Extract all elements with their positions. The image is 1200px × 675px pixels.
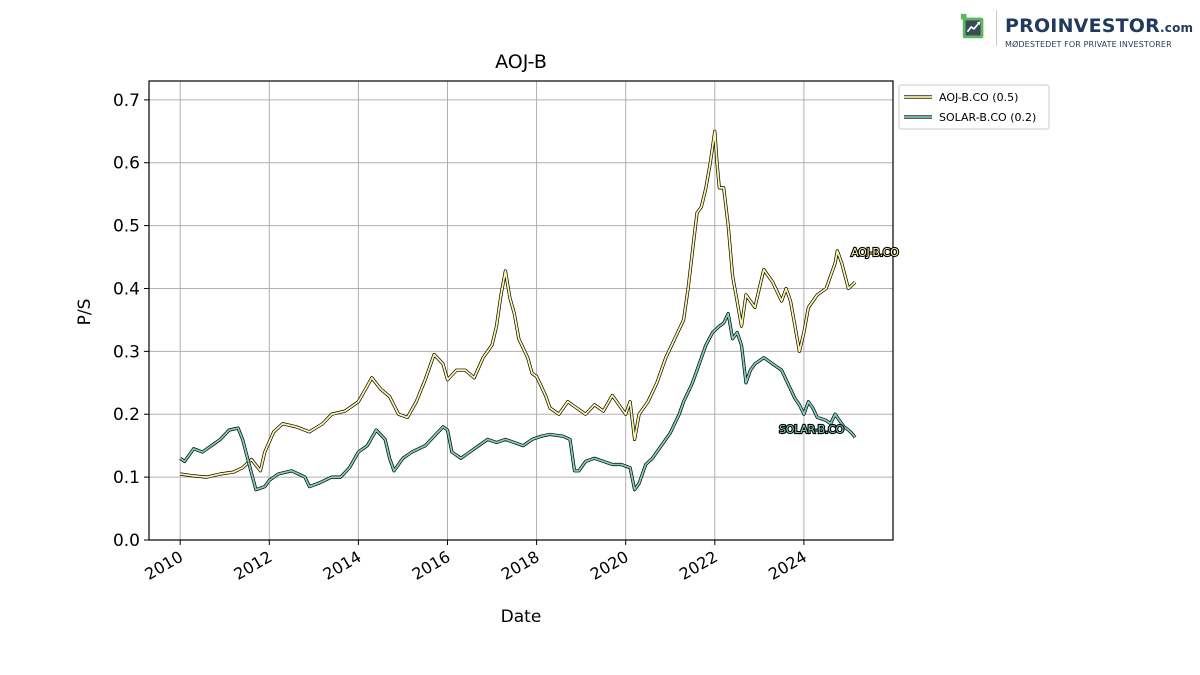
- x-tick-label: 2018: [498, 547, 543, 584]
- series-line: [180, 130, 856, 479]
- y-tick-label: 0.7: [113, 91, 140, 111]
- brand-name-text: PROINVESTOR: [1005, 15, 1160, 37]
- y-tick-label: 0.4: [113, 279, 140, 299]
- brand-tagline: MØDESTEDET FOR PRIVATE INVESTORER: [1005, 40, 1172, 49]
- logo-divider: [996, 10, 997, 46]
- y-tick-label: 0.1: [113, 468, 140, 488]
- x-tick-label: 2024: [765, 547, 810, 584]
- plot-frame: [148, 80, 894, 541]
- x-axis-ticks: 2010 2012 2014 2016 2018 2020 2022 2024: [141, 540, 810, 584]
- y-tick-label: 0.0: [113, 531, 140, 551]
- legend-label: AOJ-B.CO (0.5): [939, 91, 1018, 104]
- chart-title: AOJ-B: [495, 51, 547, 73]
- y-tick-label: 0.2: [113, 405, 140, 425]
- chart-growth-icon: [960, 13, 984, 39]
- x-tick-label: 2020: [587, 547, 632, 584]
- grid-lines: [149, 81, 893, 541]
- y-axis-label: P/S: [75, 299, 95, 326]
- brand-suffix: .com: [1160, 21, 1194, 35]
- proinvestor-logo: PROINVESTOR.com MØDESTEDET FOR PRIVATE I…: [960, 10, 1195, 55]
- series-line: [179, 312, 856, 491]
- x-tick-label: 2016: [409, 547, 454, 584]
- legend-label: SOLAR-B.CO (0.2): [939, 111, 1036, 124]
- x-axis-label: Date: [501, 607, 542, 627]
- series-end-labels: AOJ-B.CO SOLAR-B.CO: [778, 245, 901, 438]
- x-tick-label: 2022: [676, 547, 721, 584]
- x-tick-label: 2010: [141, 547, 186, 584]
- y-tick-label: 0.6: [113, 154, 140, 174]
- brand-name: PROINVESTOR.com: [1005, 15, 1193, 37]
- legend-frame: [898, 84, 1050, 130]
- y-tick-label: 0.3: [113, 342, 140, 362]
- series-layer: [179, 129, 857, 492]
- x-tick-label: 2014: [320, 547, 365, 584]
- series-end-label: SOLAR-B.CO: [779, 423, 844, 436]
- series-end-label: AOJ-B.CO: [851, 246, 899, 259]
- x-tick-label: 2012: [231, 547, 276, 584]
- y-tick-label: 0.5: [113, 217, 140, 237]
- legend: AOJ-B.CO (0.5) SOLAR-B.CO (0.2): [898, 84, 1050, 130]
- y-axis-ticks: 0.0 0.1 0.2 0.3 0.4 0.5 0.6 0.7: [113, 91, 149, 551]
